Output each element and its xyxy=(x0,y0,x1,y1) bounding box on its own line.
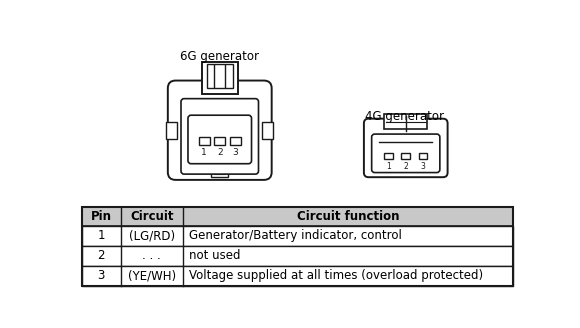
Text: 2: 2 xyxy=(403,162,408,171)
Bar xyxy=(206,64,233,88)
Text: (LG/RD): (LG/RD) xyxy=(129,229,175,242)
Bar xyxy=(82,246,513,266)
Bar xyxy=(82,226,513,246)
Bar xyxy=(384,114,427,130)
Text: 2: 2 xyxy=(97,249,105,262)
Text: 2: 2 xyxy=(217,148,223,157)
FancyBboxPatch shape xyxy=(181,99,259,174)
Text: Pin: Pin xyxy=(90,210,112,223)
Bar xyxy=(262,122,273,139)
Bar xyxy=(82,266,513,286)
Text: . . .: . . . xyxy=(143,249,161,262)
Text: 3: 3 xyxy=(420,162,425,171)
Bar xyxy=(82,207,513,286)
Bar xyxy=(215,168,225,174)
Text: 1: 1 xyxy=(386,162,391,171)
Text: 3: 3 xyxy=(233,148,238,157)
Text: 1: 1 xyxy=(201,148,207,157)
Bar xyxy=(419,153,427,159)
Bar xyxy=(82,207,513,226)
Text: Circuit function: Circuit function xyxy=(296,210,399,223)
Bar xyxy=(82,207,513,226)
Text: Circuit: Circuit xyxy=(130,210,173,223)
Text: (YE/WH): (YE/WH) xyxy=(128,269,176,282)
FancyBboxPatch shape xyxy=(364,119,448,177)
Text: not used: not used xyxy=(189,249,241,262)
Text: 6G generator: 6G generator xyxy=(180,50,259,63)
Text: Voltage supplied at all times (overload protected): Voltage supplied at all times (overload … xyxy=(189,269,483,282)
Bar xyxy=(202,62,238,94)
Bar xyxy=(230,137,241,145)
Text: 3: 3 xyxy=(97,269,105,282)
FancyBboxPatch shape xyxy=(372,134,440,173)
Bar xyxy=(215,137,225,145)
Bar xyxy=(166,122,177,139)
Bar xyxy=(385,153,393,159)
Text: Generator/Battery indicator, control: Generator/Battery indicator, control xyxy=(189,229,402,242)
FancyBboxPatch shape xyxy=(188,115,252,164)
Bar xyxy=(211,166,229,177)
Bar xyxy=(401,153,410,159)
Text: 1: 1 xyxy=(97,229,105,242)
Bar xyxy=(199,137,210,145)
FancyBboxPatch shape xyxy=(168,81,271,180)
Text: 4G generator: 4G generator xyxy=(365,110,444,123)
